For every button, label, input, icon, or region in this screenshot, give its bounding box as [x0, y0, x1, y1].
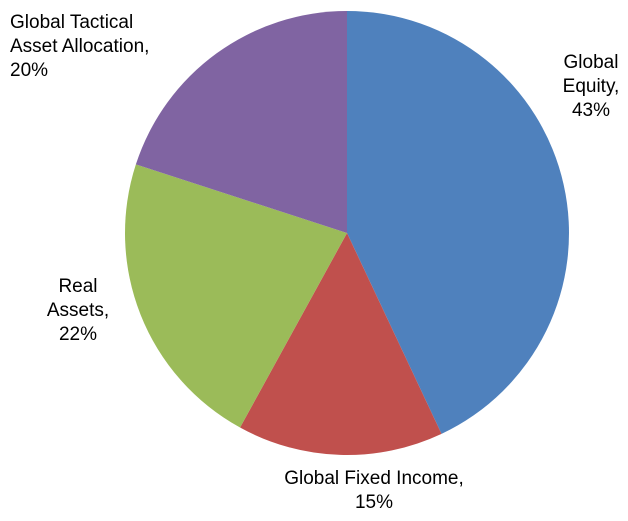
data-label-line: Equity, [563, 76, 620, 97]
data-label-line: Assets, [47, 300, 109, 321]
data-label-line: Global [564, 52, 619, 73]
pie-slice-global-equity [347, 11, 569, 434]
data-label-real-assets: Real Assets, 22% [47, 276, 109, 345]
data-label-line: 43% [572, 100, 610, 121]
pie-slice-real-assets [125, 164, 348, 428]
data-label-global-equity: Global Equity, 43% [563, 52, 620, 121]
pie-slice-global-fixed-income [240, 233, 442, 455]
data-label-line: 20% [10, 60, 48, 81]
data-label-line: Global Tactical [10, 12, 133, 33]
data-label-line: 15% [355, 492, 393, 513]
pie-slices [125, 11, 569, 455]
pie-slice-global-tactical-asset-allocation [135, 11, 347, 233]
data-label-line: 22% [59, 324, 97, 345]
data-label-line: Global Fixed Income, [284, 468, 464, 489]
data-label-line: Asset Allocation, [10, 36, 149, 57]
pie-labels: Global Equity, 43% Global Fixed Income, 15% R… [10, 12, 619, 513]
data-label-global-tactical-asset-allocation: Global Tactical Asset Allocation, 20% [10, 12, 149, 81]
data-label-global-fixed-income: Global Fixed Income, 15% [284, 468, 464, 513]
data-label-line: Real [58, 276, 97, 297]
